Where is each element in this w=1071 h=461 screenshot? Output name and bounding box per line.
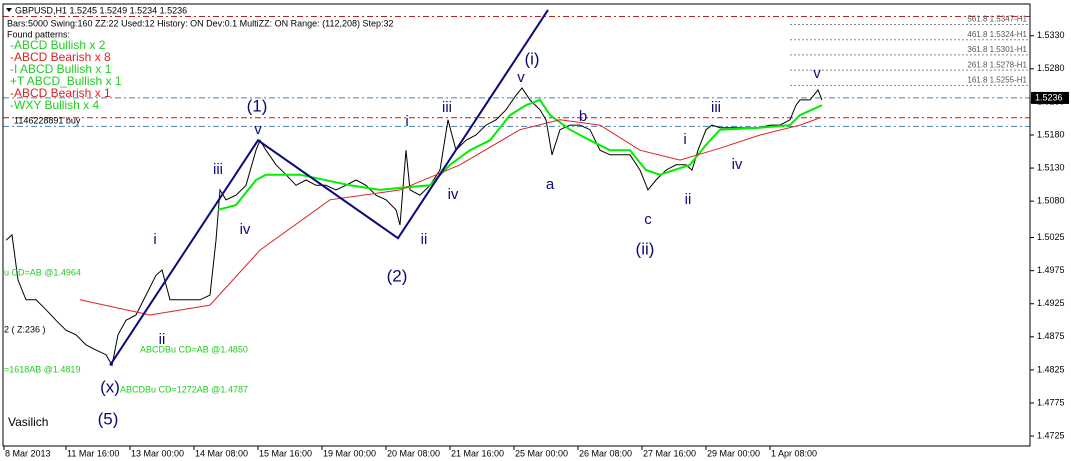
pattern-entry: -WXY Bullish x 4 xyxy=(10,98,99,112)
signature: Vasilich xyxy=(8,415,48,429)
x-tick-label: 20 Mar 08:00 xyxy=(387,448,440,458)
pattern-label: ABCDBu CD=AB @1.4850 xyxy=(140,344,248,354)
x-tick-label: 25 Mar 00:00 xyxy=(515,448,568,458)
fib-label: 461.8 1.5324-H1 xyxy=(967,30,1027,39)
series-line xyxy=(109,9,549,366)
series-line xyxy=(217,98,823,211)
y-tick-label: 1.5080 xyxy=(1037,196,1065,206)
wave-label: v xyxy=(254,121,262,138)
wave-label: (i) xyxy=(524,49,539,68)
y-tick-label: 1.4825 xyxy=(1037,364,1065,374)
fib-label: 161.8 1.5255-H1 xyxy=(967,75,1027,84)
wave-label: iii xyxy=(442,99,452,116)
chart-subtitle: Bars:5000 Swing:160 ZZ:22 Used:12 Histor… xyxy=(7,18,394,28)
wave-label: a xyxy=(546,176,555,193)
wave-label: (ii) xyxy=(636,239,655,258)
y-tick-label: 1.4875 xyxy=(1037,331,1065,341)
x-tick-label: 1 Apr 08:00 xyxy=(771,448,817,458)
wave-label: v xyxy=(517,69,525,86)
wave-label: (5) xyxy=(98,409,119,428)
wave-label: v xyxy=(813,65,821,82)
y-tick-label: 1.4775 xyxy=(1037,397,1065,407)
plot-frame xyxy=(2,3,1031,447)
pattern-label: u CD=AB @1.4964 xyxy=(4,267,81,277)
fib-label: 261.8 1.5278-H1 xyxy=(967,60,1027,69)
patterns-heading: Found patterns: xyxy=(7,29,70,39)
x-tick-label: 19 Mar 00:00 xyxy=(323,448,376,458)
pattern-entry: -I ABCD Bullish x 1 xyxy=(10,62,112,76)
y-tick-label: 1.5280 xyxy=(1037,63,1065,73)
wave-label: (2) xyxy=(387,266,408,285)
wave-label: (1) xyxy=(247,96,268,115)
wave-label: b xyxy=(579,108,587,125)
pattern-label: ABCDBu CD=1272AB @1.4787 xyxy=(120,384,248,394)
y-tick-label: 1.5180 xyxy=(1037,129,1065,139)
pattern-entry: +T ABCD_Bullish x 1 xyxy=(10,74,122,88)
menu-arrow xyxy=(6,8,12,12)
x-tick-label: 26 Mar 08:00 xyxy=(579,448,632,458)
y-tick-label: 1.5025 xyxy=(1037,232,1065,242)
wave-label: i xyxy=(405,113,408,130)
pattern-label: =1618AB @1.4819 xyxy=(4,364,80,374)
x-tick-label: 27 Mar 16:00 xyxy=(643,448,696,458)
price-box xyxy=(1031,91,1069,104)
wave-label: iv xyxy=(448,186,459,203)
fib-label: 361.8 1.5301-H1 xyxy=(967,45,1027,54)
x-tick-label: 11 Mar 16:00 xyxy=(67,448,119,458)
plot-area: 561.8 1.5347-H1 461.8 1.5324-H1 361.8 1.53… xyxy=(3,9,1030,428)
series-line xyxy=(79,117,821,316)
wave-label: c xyxy=(644,211,652,228)
wave-label: iv xyxy=(240,221,251,238)
wave-label: ii xyxy=(421,231,428,248)
x-tick-label: 13 Mar 00:00 xyxy=(131,448,184,458)
last-price: 1.5236 xyxy=(1035,92,1063,102)
y-tick-label: 1.5130 xyxy=(1037,162,1065,172)
pattern-entry: -ABCD Bearish x 8 xyxy=(10,50,111,64)
x-tick-label: 29 Mar 00:00 xyxy=(707,448,760,458)
y-tick-label: 1.4725 xyxy=(1037,430,1065,440)
x-tick-label: 8 Mar 2013 xyxy=(5,448,51,458)
pattern-entry: -ABCD Bearish x 1 xyxy=(10,86,111,100)
y-tick-label: 1.4975 xyxy=(1037,265,1065,275)
wave-label: ii xyxy=(159,331,166,348)
wave-label: (x) xyxy=(100,377,120,396)
y-tick-label: 1.5330 xyxy=(1037,30,1065,40)
pattern-entry: -ABCD Bullish x 2 xyxy=(10,38,106,52)
y-tick-label: 1.4925 xyxy=(1037,298,1065,308)
x-tick-label: 15 Mar 16:00 xyxy=(259,448,312,458)
chart-title: GBPUSD,H1 1.5245 1.5249 1.5234 1.5236 xyxy=(15,5,187,15)
wave-label: ii xyxy=(685,191,692,208)
pattern-label: 2 ( Z:236 ) xyxy=(4,324,46,334)
wave-label: i xyxy=(683,131,686,148)
fib-label: 561.8 1.5347-H1 xyxy=(967,15,1027,24)
wave-label: iv xyxy=(732,156,743,173)
wave-label: iii xyxy=(711,99,721,116)
order-label: 1146228891 buy xyxy=(14,115,81,125)
x-tick-label: 21 Mar 16:00 xyxy=(451,448,504,458)
x-tick-label: 14 Mar 08:00 xyxy=(195,448,248,458)
series-line xyxy=(5,87,823,367)
wave-label: i xyxy=(153,231,156,248)
wave-label: iii xyxy=(213,161,223,178)
